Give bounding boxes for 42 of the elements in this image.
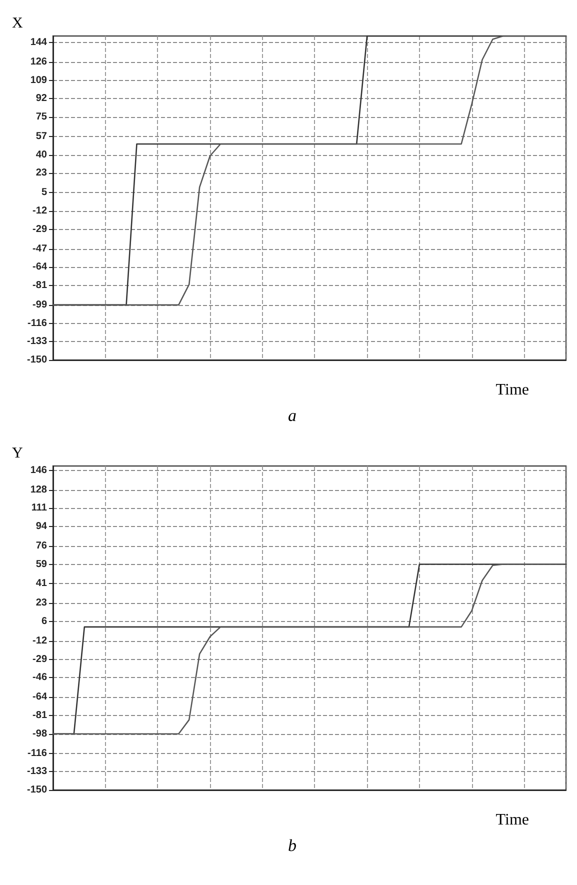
y-axis-title: X xyxy=(12,16,23,32)
y-tick-label: 75 xyxy=(36,112,48,122)
y-tick-label: -29 xyxy=(32,224,48,235)
y-tick-label: -64 xyxy=(32,692,48,703)
y-tick-label: 144 xyxy=(30,36,48,48)
y-tick-label: 6 xyxy=(41,616,48,628)
y-tick-label: -64 xyxy=(32,262,48,273)
y-tick-label: -99 xyxy=(32,299,48,310)
y-tick-label: -116 xyxy=(28,748,48,759)
y-tick-label: -133 xyxy=(26,336,48,348)
y-tick-label: -12 xyxy=(32,205,48,216)
y-tick-label: -29 xyxy=(32,654,48,665)
x-axis-title: Time xyxy=(496,812,529,828)
y-tick-label: -116 xyxy=(28,318,48,329)
y-tick-label: 57 xyxy=(36,130,48,142)
y-tick-label: 59 xyxy=(36,558,48,570)
y-tick-label: -12 xyxy=(32,635,48,646)
y-tick-label: -150 xyxy=(26,784,48,796)
x-axis-title: Time xyxy=(496,382,529,398)
y-tick-label: -46 xyxy=(32,672,48,684)
y-tick-label: -150 xyxy=(26,354,48,366)
y-tick-label: -81 xyxy=(32,280,48,291)
y-tick-label: 94 xyxy=(36,520,48,532)
y-axis-title: Y xyxy=(12,446,23,462)
y-tick-label: 41 xyxy=(36,578,48,590)
y-tick-label: 76 xyxy=(36,540,48,552)
y-tick-label: 40 xyxy=(36,149,48,160)
y-tick-label: 5 xyxy=(41,187,48,198)
y-tick-label: -133 xyxy=(26,766,48,778)
y-tick-label: -98 xyxy=(32,728,48,740)
y-tick-label: 126 xyxy=(30,56,48,68)
y-tick-label: 23 xyxy=(36,598,48,609)
y-tick-label: -47 xyxy=(32,243,48,254)
text: a xyxy=(288,406,296,425)
y-tick-label: 146 xyxy=(30,464,48,476)
y-tick-label: -81 xyxy=(32,710,48,721)
text: b xyxy=(288,836,296,855)
y-tick-label: 23 xyxy=(36,168,48,179)
y-tick-label: 92 xyxy=(36,93,48,104)
y-tick-label: 109 xyxy=(30,74,48,86)
y-tick-label: 128 xyxy=(30,484,48,496)
y-tick-label: 111 xyxy=(31,502,48,514)
